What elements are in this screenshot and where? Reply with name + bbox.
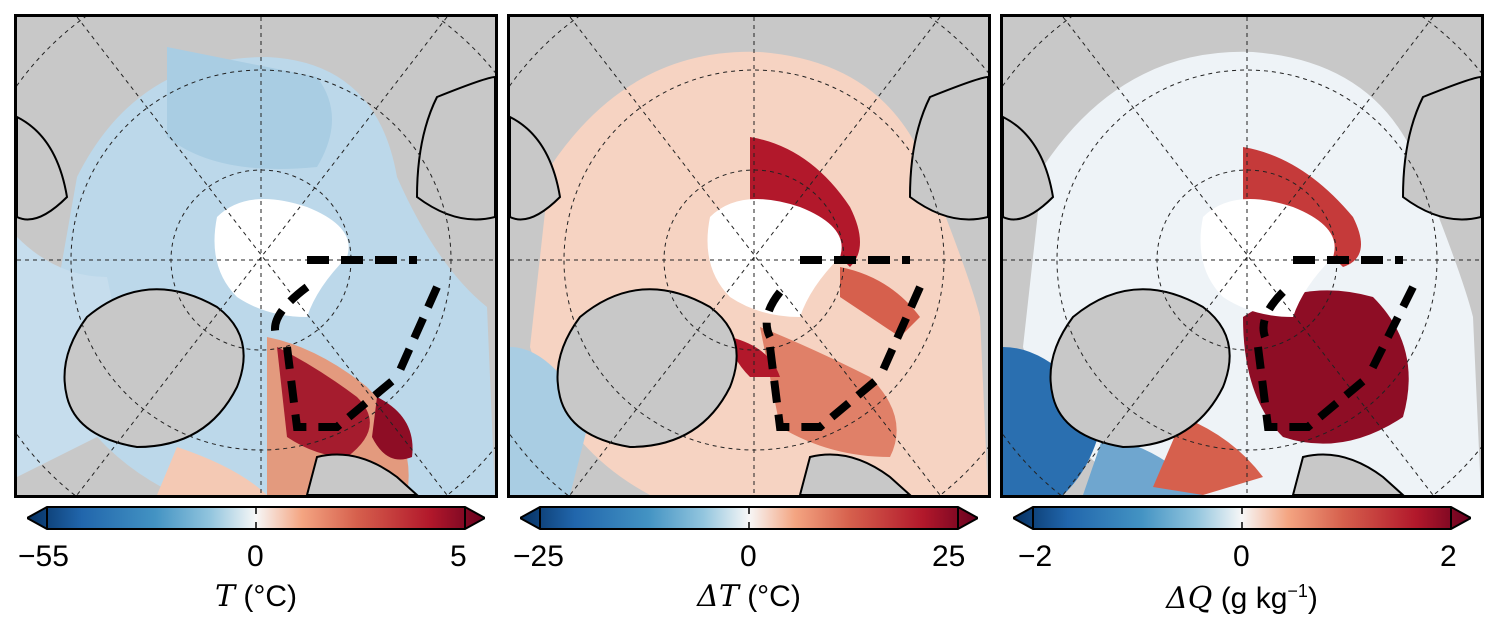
- colorbar-delta-humidity: [1013, 506, 1471, 530]
- label-unit: (°C): [243, 580, 297, 613]
- label-symbol: ΔT: [697, 579, 739, 614]
- alaska: [510, 115, 562, 221]
- map-panel-temperature: [14, 14, 498, 498]
- colorbar-label-delta-temperature: ΔT (°C): [507, 582, 991, 612]
- sea-ice: [1200, 199, 1335, 317]
- colorbar-label-temperature: T (°C): [14, 582, 498, 612]
- tick-max: 5: [450, 540, 467, 573]
- label-unit: (°C): [747, 580, 801, 613]
- label-unit: (g kg: [1220, 582, 1288, 615]
- scandinavia: [1291, 453, 1405, 495]
- siberia: [1401, 75, 1481, 221]
- colorbar-delta-temperature: [520, 506, 978, 530]
- moist-core: [1243, 290, 1409, 444]
- map-delta-temperature: [510, 17, 988, 495]
- map-temperature: [17, 17, 495, 495]
- scandinavia: [798, 453, 912, 495]
- tick-mid: 0: [247, 540, 264, 573]
- scandinavia: [305, 453, 419, 495]
- warm-band-east: [840, 267, 920, 337]
- greenland: [1049, 288, 1231, 449]
- map-panel-delta-temperature: [507, 14, 991, 498]
- label-unit-end: ): [1307, 582, 1318, 615]
- warm-sector: [760, 327, 897, 457]
- dry-sector: [1003, 347, 1103, 495]
- map-panel-delta-humidity: [1000, 14, 1484, 498]
- colorbar-label-delta-humidity: ΔQ (g kg−1): [1000, 582, 1484, 614]
- tick-mid: 0: [740, 540, 757, 573]
- label-unit-exponent: −1: [1287, 581, 1308, 601]
- warm-spot: [730, 337, 780, 377]
- tick-min: −55: [18, 540, 69, 573]
- greenland: [63, 288, 245, 449]
- map-delta-humidity: [1003, 17, 1481, 495]
- moist-fringe: [1153, 417, 1263, 495]
- region-box: [1254, 256, 1417, 431]
- tick-mid: 0: [1233, 540, 1250, 573]
- tick-min: −2: [1018, 540, 1053, 573]
- cold-sector: [510, 347, 590, 495]
- tick-min: −25: [513, 540, 564, 573]
- warm-core-east: [372, 397, 413, 460]
- region-box: [762, 256, 924, 431]
- alaska: [1003, 115, 1055, 221]
- label-symbol: ΔQ: [1166, 581, 1213, 616]
- siberia: [415, 75, 495, 221]
- label-symbol: T: [214, 579, 235, 614]
- region-box: [271, 256, 441, 431]
- alaska: [17, 115, 69, 221]
- greenland: [556, 288, 738, 449]
- sea-ice: [707, 199, 842, 317]
- siberia: [908, 75, 988, 221]
- tick-max: 2: [1440, 540, 1457, 573]
- sea-ice: [214, 199, 349, 317]
- warm-fringe: [157, 447, 267, 495]
- tick-max: 25: [932, 540, 966, 573]
- colorbar-temperature: [27, 506, 485, 530]
